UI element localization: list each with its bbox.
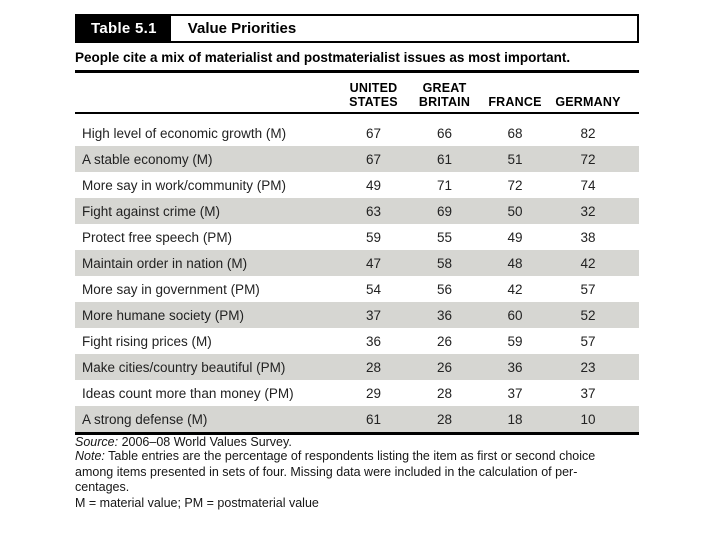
table-number-label: Table 5.1 [77, 16, 171, 41]
row-label: High level of economic growth (M) [82, 125, 287, 141]
value-cell: 36 [507, 359, 523, 375]
value-cell: 61 [365, 411, 382, 427]
source-note: Source: 2006–08 World Values Survey. [75, 435, 639, 449]
value-cell: 60 [507, 307, 523, 323]
value-cell: 59 [507, 333, 523, 349]
value-cell: 52 [580, 307, 596, 323]
row-label: Ideas count more than money (PM) [82, 385, 294, 401]
value-cell: 49 [507, 229, 523, 245]
value-cell: 66 [436, 125, 453, 141]
table-row: Protect free speech (PM) 59 55 49 38 [75, 224, 639, 250]
column-header-united-states: UNITED STATES [349, 81, 398, 109]
value-cell: 67 [365, 125, 382, 141]
row-label: Make cities/country beautiful (PM) [82, 359, 286, 375]
table-title-bar: Table 5.1 Value Priorities [75, 14, 639, 43]
value-cell: 32 [580, 203, 596, 219]
table-footer: Source: 2006–08 World Values Survey. Not… [75, 435, 639, 510]
row-label: A stable economy (M) [82, 151, 213, 167]
source-text: 2006–08 World Values Survey. [118, 435, 292, 449]
note-label: Note: [75, 449, 105, 463]
value-cell: 82 [580, 125, 596, 141]
table-row: More humane society (PM) 37 36 60 52 [75, 302, 639, 328]
value-cell: 37 [580, 385, 596, 401]
value-cell: 54 [365, 281, 382, 297]
value-cell: 10 [580, 411, 596, 427]
value-cell: 29 [365, 385, 382, 401]
table-row: Fight rising prices (M) 36 26 59 57 [75, 328, 639, 354]
source-label: Source: [75, 435, 119, 449]
table-row: Maintain order in nation (M) 47 58 48 42 [75, 250, 639, 276]
value-cell: 63 [365, 203, 382, 219]
value-cell: 18 [507, 411, 523, 427]
value-cell: 68 [507, 125, 523, 141]
value-cell: 57 [580, 333, 596, 349]
table-title: Value Priorities [187, 20, 297, 37]
table-body: High level of economic growth (M) 67 66 … [75, 114, 639, 435]
column-header-france: FRANCE [488, 95, 542, 109]
row-label: More humane society (PM) [82, 307, 245, 323]
value-cell: 47 [365, 255, 382, 271]
table-row: A stable economy (M) 67 61 51 72 [75, 146, 639, 172]
value-cell: 28 [365, 359, 382, 375]
row-label: Protect free speech (PM) [82, 229, 233, 245]
table-row: A strong defense (M) 61 28 18 10 [75, 406, 639, 432]
value-cell: 61 [436, 151, 453, 167]
value-cell: 58 [436, 255, 453, 271]
value-cell: 37 [507, 385, 523, 401]
column-header-row: UNITED STATES GREAT BRITAIN FRANCE GERMA… [75, 73, 639, 114]
value-cell: 55 [436, 229, 453, 245]
row-label: More say in government (PM) [82, 281, 260, 297]
value-cell: 36 [436, 307, 453, 323]
row-label: Maintain order in nation (M) [82, 255, 248, 271]
note-line: Note: Table entries are the percentage o… [75, 449, 596, 463]
value-cell: 57 [580, 281, 596, 297]
note-line: centages. [75, 480, 130, 495]
value-cell: 38 [580, 229, 596, 245]
table-row: More say in government (PM) 54 56 42 57 [75, 276, 639, 302]
value-cell: 37 [365, 307, 382, 323]
table-row: Ideas count more than money (PM) 29 28 3… [75, 380, 639, 406]
value-cell: 42 [507, 281, 523, 297]
value-cell: 28 [436, 385, 453, 401]
table-row: Fight against crime (M) 63 69 50 32 [75, 198, 639, 224]
value-cell: 72 [507, 177, 523, 193]
table-row: High level of economic growth (M) 67 66 … [75, 120, 639, 146]
table-row: Make cities/country beautiful (PM) 28 26… [75, 354, 639, 380]
value-cell: 51 [507, 151, 523, 167]
row-label-header-spacer [75, 81, 337, 112]
table-figure: Table 5.1 Value Priorities People cite a… [75, 14, 639, 510]
value-cell: 28 [436, 411, 453, 427]
table-row: More say in work/community (PM) 49 71 72… [75, 172, 639, 198]
note-line: among items presented in sets of four. M… [75, 464, 578, 479]
value-cell: 26 [436, 333, 453, 349]
row-label: Fight against crime (M) [82, 203, 221, 219]
value-cell: 72 [580, 151, 596, 167]
value-cell: 36 [365, 333, 382, 349]
table-subtitle: People cite a mix of materialist and pos… [75, 50, 639, 73]
value-key: M = material value; PM = postmaterial va… [75, 495, 319, 510]
value-cell: 42 [580, 255, 596, 271]
column-header-germany: GERMANY [555, 95, 621, 109]
value-cell: 49 [365, 177, 382, 193]
value-cell: 69 [436, 203, 453, 219]
row-label: A strong defense (M) [82, 411, 208, 427]
column-header-great-britain: GREAT BRITAIN [418, 81, 471, 109]
value-cell: 26 [436, 359, 453, 375]
value-cell: 67 [365, 151, 382, 167]
value-cell: 48 [507, 255, 523, 271]
value-cell: 74 [580, 177, 596, 193]
value-cell: 50 [507, 203, 523, 219]
table-note: Note: Table entries are the percentage o… [75, 449, 639, 496]
value-cell: 71 [436, 177, 453, 193]
value-cell: 23 [580, 359, 596, 375]
row-label: More say in work/community (PM) [82, 177, 287, 193]
value-cell: 56 [436, 281, 453, 297]
value-cell: 59 [365, 229, 382, 245]
row-label: Fight rising prices (M) [82, 333, 212, 349]
